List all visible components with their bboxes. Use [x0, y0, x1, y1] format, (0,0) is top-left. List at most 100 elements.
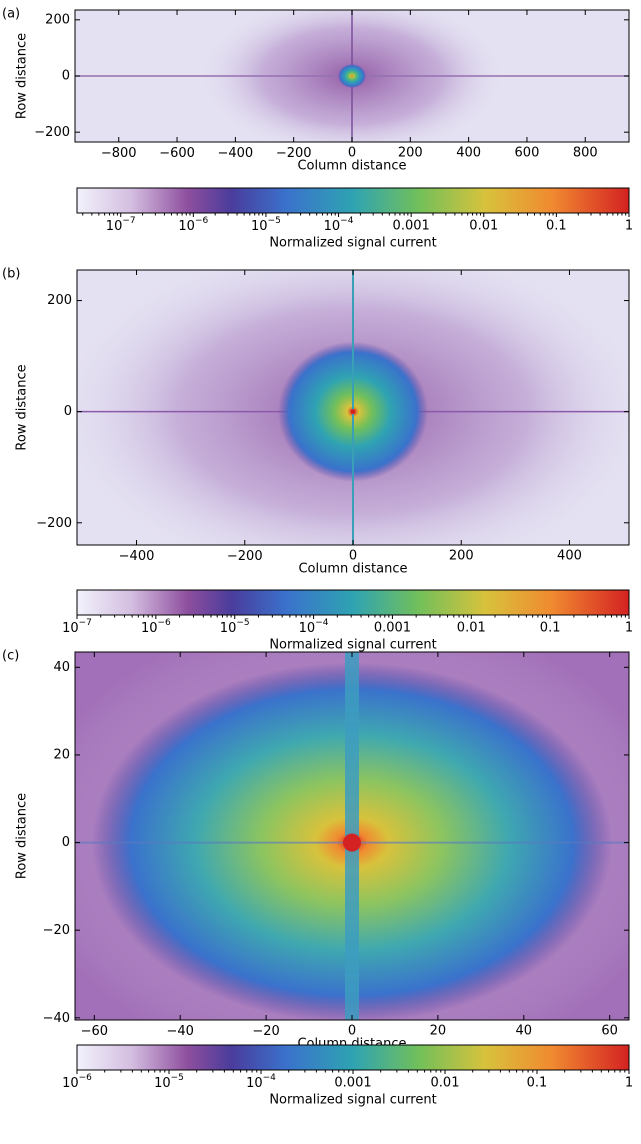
- x-tick-label-base: −200: [276, 146, 312, 161]
- x-tick-label: −60: [81, 1024, 108, 1039]
- core: [338, 64, 366, 88]
- colorbar-tick-label: 0.01: [457, 621, 486, 636]
- y-axis-label: Row distance: [15, 33, 30, 119]
- x-tick-label: 0: [348, 146, 356, 161]
- x-tick-label-base: −20: [252, 1024, 279, 1039]
- x-tick-label: −200: [276, 146, 312, 161]
- colorbar-tick-label: 1: [625, 621, 633, 636]
- colorbar-tick-label-base: 10: [246, 1076, 263, 1091]
- colorbar-tick-label-exponent: −6: [79, 1073, 93, 1083]
- colorbar-tick-label: 0.1: [546, 219, 567, 234]
- colorbar-tick-label-base: 10: [141, 621, 158, 636]
- x-tick-label: −800: [101, 146, 137, 161]
- colorbar-tick-label-base: 10: [324, 219, 341, 234]
- colorbar-tick-label: 10−7: [106, 216, 136, 234]
- colorbar-tick-label-exponent: −7: [122, 216, 135, 226]
- colorbar-tick-label: 10−4: [246, 1073, 276, 1091]
- colorbar-tick-label-exponent: −5: [268, 216, 281, 226]
- colorbar-tick-label-base: 10: [299, 621, 316, 636]
- x-tick-label: −400: [218, 146, 254, 161]
- colorbar-tick-label-base: 10: [220, 621, 237, 636]
- x-tick-label: 200: [398, 146, 423, 161]
- y-tick-label-base: −200: [34, 125, 70, 140]
- y-tick-label: 0: [62, 69, 70, 84]
- heatmap-image: [75, 10, 629, 142]
- x-tick-label-base: −600: [159, 146, 195, 161]
- colorbar: [76, 589, 630, 616]
- heatmap-image: [77, 270, 629, 545]
- y-tick-label: 20: [53, 747, 70, 762]
- y-tick-label: 200: [47, 293, 72, 308]
- x-tick-label-base: −40: [166, 1024, 193, 1039]
- colorbar-tick-label: 0.001: [393, 219, 430, 234]
- colorbar-tick-label-exponent: −5: [171, 1073, 184, 1083]
- colorbar: [76, 1044, 630, 1071]
- y-tick-label: 0: [62, 835, 70, 850]
- x-tick-label-base: −400: [218, 146, 254, 161]
- colorbar-tick-label-exponent: −6: [157, 618, 171, 628]
- colorbar-tick-label: 10−6: [62, 1073, 92, 1091]
- colorbar-tick-label-exponent: −5: [236, 618, 249, 628]
- colorbar-tick-label: 10−6: [178, 216, 208, 234]
- y-tick-label-base: −20: [43, 923, 70, 938]
- y-tick-label-base: −200: [36, 515, 72, 530]
- colorbar-tick-label: 10−4: [299, 618, 329, 636]
- panel-label: (b): [2, 267, 20, 282]
- colorbar-label: Normalized signal current: [269, 236, 436, 251]
- colorbar-tick-label: 1: [625, 1076, 633, 1091]
- colorbar-tick-label: 10−5: [220, 618, 250, 636]
- colorbar-tick-label: 10−6: [141, 618, 171, 636]
- x-tick-label: 600: [515, 146, 540, 161]
- y-tick-label: 40: [53, 660, 70, 675]
- y-tick-label: −200: [36, 515, 72, 530]
- x-axis-label: Column distance: [298, 562, 407, 577]
- y-tick-label: −200: [34, 125, 70, 140]
- colorbar-tick-label-exponent: −4: [315, 618, 329, 628]
- x-tick-label: 800: [573, 146, 598, 161]
- colorbar-tick-label-base: 10: [62, 621, 79, 636]
- colorbar-tick-label: 1: [625, 219, 633, 234]
- peak: [343, 833, 361, 852]
- colorbar-tick-label-exponent: −6: [195, 216, 209, 226]
- x-tick-label: −400: [119, 549, 155, 564]
- panel-label: (a): [2, 7, 20, 22]
- x-tick-label-base: −60: [81, 1024, 108, 1039]
- colorbar-label: Normalized signal current: [269, 1093, 436, 1108]
- x-tick-label: −40: [166, 1024, 193, 1039]
- colorbar-tick-label: 0.1: [540, 621, 561, 636]
- colorbar-label: Normalized signal current: [269, 638, 436, 653]
- colorbar-tick-label: 0.001: [374, 621, 411, 636]
- colorbar-tick-label: 10−5: [154, 1073, 184, 1091]
- x-tick-label-base: −800: [101, 146, 137, 161]
- x-tick-label: 400: [456, 146, 481, 161]
- x-tick-label: 200: [449, 549, 474, 564]
- x-tick-label-base: −200: [227, 549, 263, 564]
- colorbar-tick-label-exponent: −4: [263, 1073, 277, 1083]
- x-tick-label: 20: [430, 1024, 447, 1039]
- x-tick-label: 60: [601, 1024, 618, 1039]
- colorbar-tick-label: 0.01: [469, 219, 498, 234]
- colorbar-tick-label-base: 10: [251, 219, 268, 234]
- x-axis-label: Column distance: [297, 159, 406, 174]
- colorbar-tick-label: 0.001: [334, 1076, 371, 1091]
- y-tick-label: −40: [43, 1010, 70, 1025]
- y-tick-label-base: −40: [43, 1010, 70, 1025]
- colorbar-tick-label: 10−5: [251, 216, 281, 234]
- colorbar-tick-label: 10−7: [62, 618, 92, 636]
- x-tick-label: 40: [516, 1024, 533, 1039]
- y-tick-label: 0: [64, 404, 72, 419]
- x-tick-label: 0: [349, 549, 357, 564]
- y-tick-label: 200: [45, 12, 70, 27]
- x-tick-label: 0: [348, 1024, 356, 1039]
- colorbar-tick-label-base: 10: [178, 219, 195, 234]
- x-tick-label: −20: [252, 1024, 279, 1039]
- colorbar-tick-label: 10−4: [324, 216, 354, 234]
- colorbar-tick-label-base: 10: [154, 1076, 171, 1091]
- y-tick-label: −20: [43, 923, 70, 938]
- x-tick-label-base: −400: [119, 549, 155, 564]
- y-axis-label: Row distance: [15, 364, 30, 450]
- colorbar-tick-label-base: 10: [106, 219, 123, 234]
- y-axis-label: Row distance: [15, 793, 30, 879]
- heatmap-image: [75, 652, 629, 1020]
